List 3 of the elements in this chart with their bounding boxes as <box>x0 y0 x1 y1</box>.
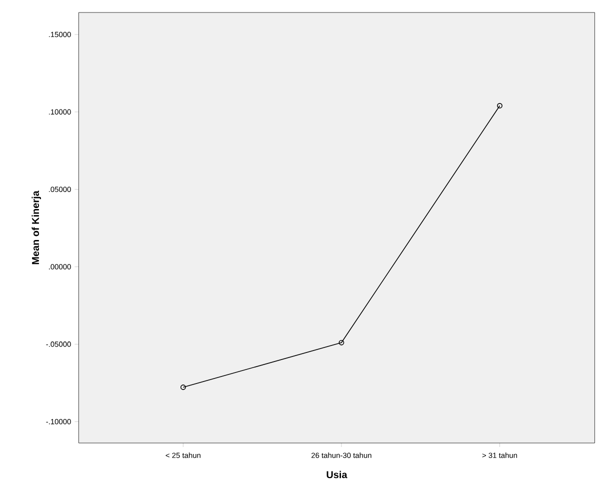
x-axis-title: Usia <box>326 470 348 478</box>
point <box>338 340 344 346</box>
y-axis-title: Mean of Kinerja <box>32 190 41 264</box>
